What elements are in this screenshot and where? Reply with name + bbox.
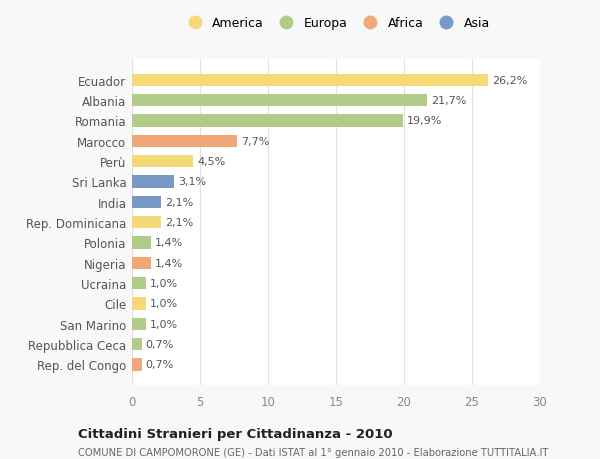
Bar (132, 135, 237, 147)
Bar (132, 338, 142, 351)
Text: 1,0%: 1,0% (149, 279, 178, 288)
Text: 4,5%: 4,5% (197, 157, 226, 167)
Bar (132, 156, 193, 168)
Text: 1,4%: 1,4% (155, 258, 184, 268)
Bar (132, 115, 403, 127)
Text: COMUNE DI CAMPOMORONE (GE) - Dati ISTAT al 1° gennaio 2010 - Elaborazione TUTTIT: COMUNE DI CAMPOMORONE (GE) - Dati ISTAT … (78, 448, 548, 458)
Bar (132, 217, 161, 229)
Text: 7,7%: 7,7% (241, 136, 269, 146)
Bar (132, 277, 146, 290)
Text: Cittadini Stranieri per Cittadinanza - 2010: Cittadini Stranieri per Cittadinanza - 2… (78, 427, 392, 440)
Text: 2,1%: 2,1% (164, 218, 193, 228)
Text: 19,9%: 19,9% (407, 116, 442, 126)
Bar (132, 237, 151, 249)
Bar (132, 358, 142, 371)
Bar (132, 298, 146, 310)
Text: 1,4%: 1,4% (155, 238, 184, 248)
Text: 0,7%: 0,7% (146, 360, 174, 369)
Text: 26,2%: 26,2% (493, 76, 528, 85)
Legend: America, Europa, Africa, Asia: America, Europa, Africa, Asia (182, 17, 490, 30)
Text: 1,0%: 1,0% (149, 319, 178, 329)
Bar (132, 176, 174, 188)
Bar (132, 318, 146, 330)
Bar (132, 74, 488, 87)
Bar (132, 95, 427, 107)
Text: 0,7%: 0,7% (146, 339, 174, 349)
Text: 2,1%: 2,1% (164, 197, 193, 207)
Bar (132, 196, 161, 208)
Text: 3,1%: 3,1% (178, 177, 206, 187)
Text: 21,7%: 21,7% (431, 96, 467, 106)
Text: 1,0%: 1,0% (149, 299, 178, 309)
Bar (132, 257, 151, 269)
